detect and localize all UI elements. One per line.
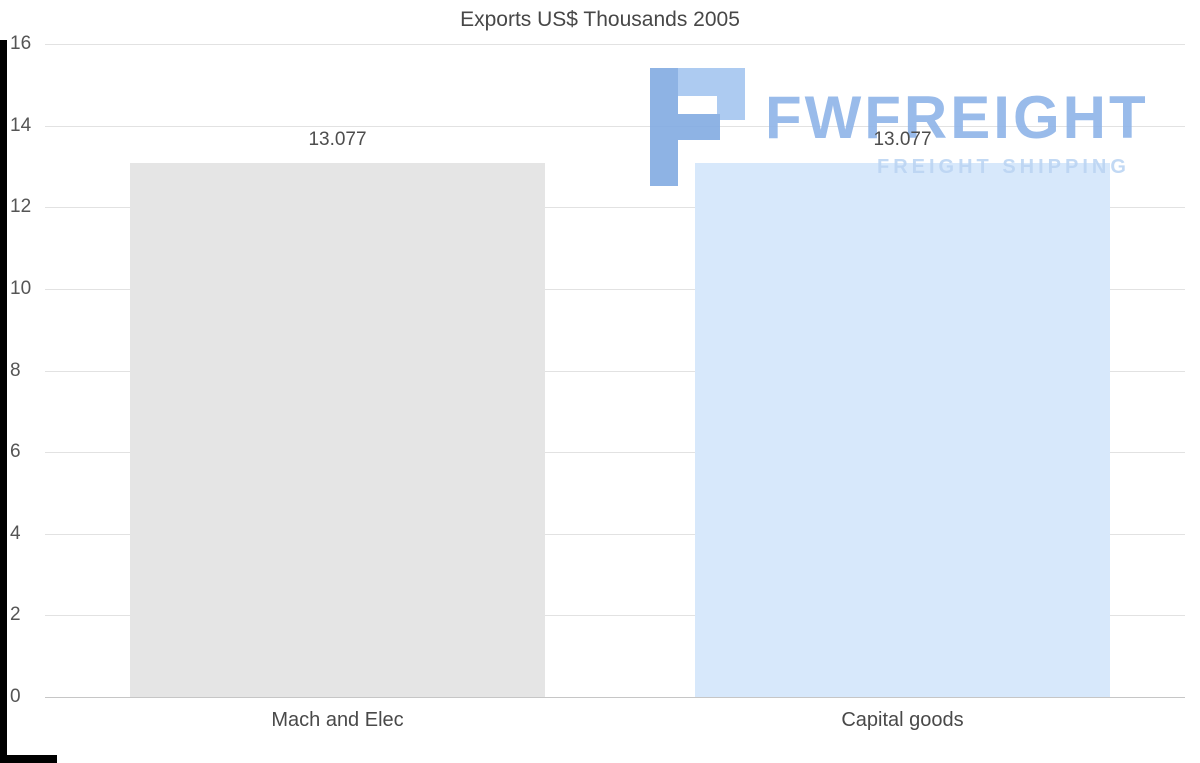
- gridline: [45, 697, 1185, 698]
- x-category-label: Mach and Elec: [271, 709, 404, 731]
- axis-frame-bottom: [0, 755, 57, 763]
- gridline: [45, 207, 1185, 209]
- bar: [130, 163, 545, 697]
- x-category-label: Capital goods: [841, 709, 964, 731]
- watermark-text-block: FWFREIGHT FREIGHT SHIPPING: [765, 68, 1149, 179]
- gridline: [45, 533, 1185, 535]
- watermark: FWFREIGHT FREIGHT SHIPPING: [650, 68, 1149, 186]
- plot-area: 13.077 13.077: [45, 44, 1185, 698]
- y-tick-label: 14: [10, 114, 32, 136]
- gridline: [45, 125, 1185, 127]
- y-tick-label: 16: [10, 33, 32, 54]
- gridline: [45, 288, 1185, 290]
- bar-value-label: 13.077: [873, 129, 932, 151]
- bar-value-label: 13.077: [308, 129, 367, 151]
- y-tick-label: 4: [10, 522, 21, 544]
- y-tick-label: 8: [10, 359, 21, 381]
- x-axis: Mach and Elec Capital goods: [55, 697, 1185, 747]
- chart-title: Exports US$ Thousands 2005: [460, 8, 740, 31]
- y-tick-label: 12: [10, 196, 32, 218]
- axis-frame-left: [0, 40, 7, 763]
- y-tick-label: 6: [10, 441, 21, 463]
- watermark-brand-text: FWFREIGHT: [765, 84, 1149, 151]
- watermark-tagline-text: FREIGHT SHIPPING: [877, 156, 1130, 178]
- watermark-logo-icon: [650, 68, 745, 186]
- y-tick-label: 10: [10, 277, 32, 299]
- y-tick-label: 2: [10, 604, 21, 626]
- y-axis: 0 2 4 6 8 10 12 14 16: [0, 33, 55, 707]
- y-tick-label: 0: [10, 686, 21, 707]
- gridline: [45, 370, 1185, 372]
- gridline: [45, 615, 1185, 617]
- gridline: [45, 452, 1185, 454]
- bar: [695, 163, 1110, 697]
- gridline: [45, 44, 1185, 45]
